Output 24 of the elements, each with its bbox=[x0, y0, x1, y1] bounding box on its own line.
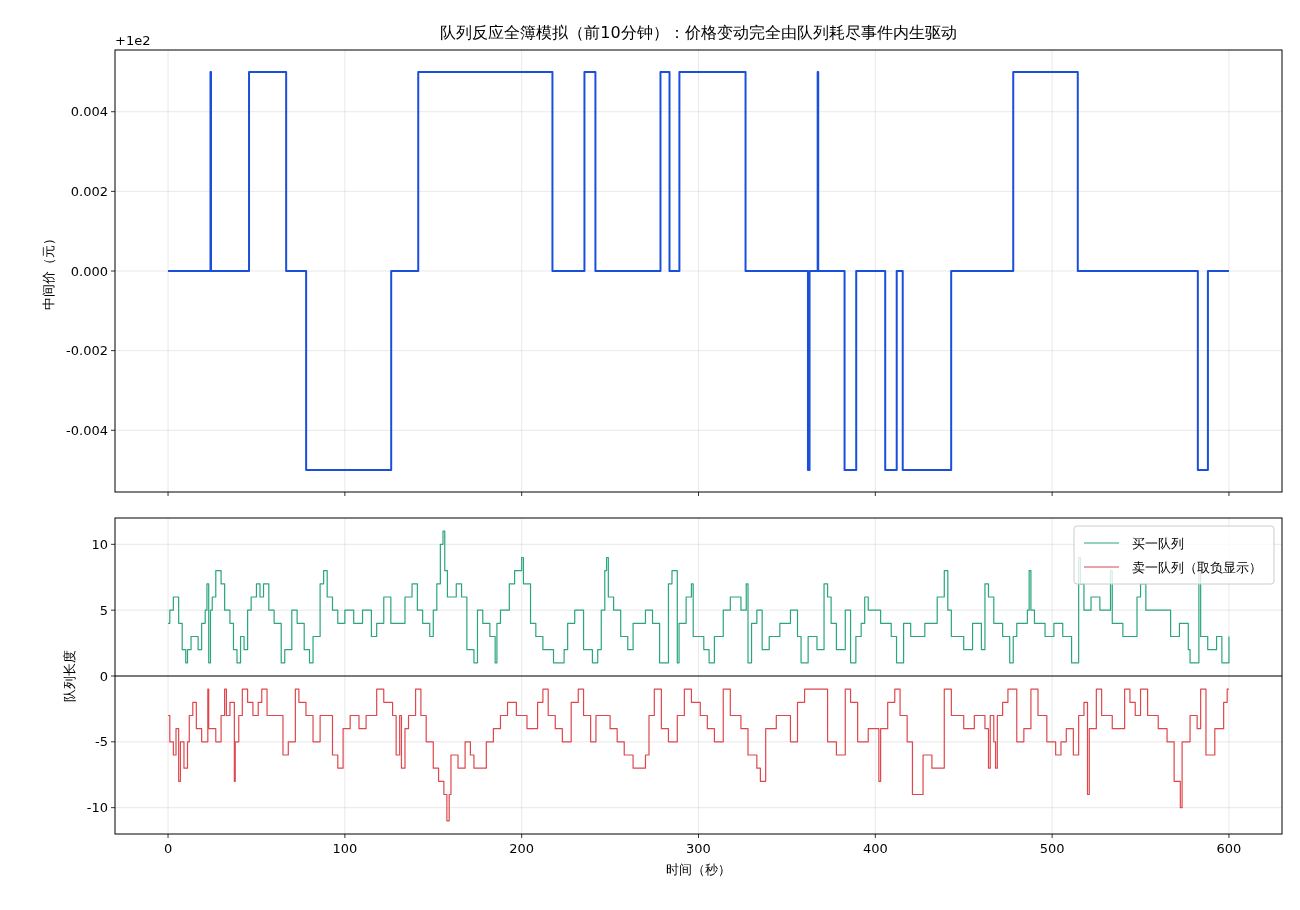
x-axis-title: 时间（秒） bbox=[666, 862, 731, 877]
y-tick-label: 10 bbox=[91, 536, 108, 552]
x-tick-label: 0 bbox=[163, 841, 173, 856]
x-tick-label: 100 bbox=[332, 841, 358, 856]
y-tick-label: 0.002 bbox=[70, 183, 108, 199]
y-tick-label: 0 bbox=[99, 668, 108, 684]
x-tick-label: 500 bbox=[1039, 841, 1065, 856]
y-tick-label: -5 bbox=[95, 734, 108, 750]
y-tick-label: 0.004 bbox=[70, 104, 108, 120]
x-tick-label: 400 bbox=[862, 841, 888, 856]
chart-title: 队列反应全簿模拟（前10分钟）：价格变动完全由队列耗尽事件内生驱动 bbox=[440, 23, 957, 42]
y-tick-label: 5 bbox=[99, 602, 108, 618]
y-tick-label: 0.000 bbox=[70, 263, 108, 279]
y-tick-label: -0.004 bbox=[66, 422, 108, 438]
legend-label: 卖一队列（取负显示） bbox=[1132, 560, 1262, 575]
x-tick-label: 300 bbox=[686, 841, 711, 856]
x-tick-label: 600 bbox=[1216, 841, 1242, 856]
x-tick-label: 200 bbox=[509, 841, 535, 856]
y-tick-label: -10 bbox=[86, 800, 108, 816]
y-axis-title: 队列长度 bbox=[61, 650, 77, 702]
y-axis-title: 中间价（元） bbox=[41, 232, 57, 310]
text: +1e2 bbox=[115, 33, 151, 48]
y-tick-label: -0.002 bbox=[66, 343, 108, 359]
legend-label: 买一队列 bbox=[1132, 536, 1184, 551]
